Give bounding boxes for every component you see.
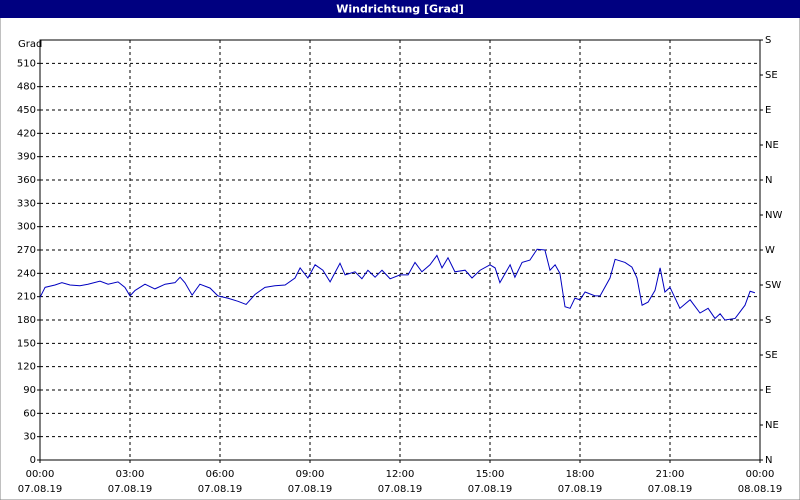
x-tick-date: 07.08.19 — [468, 484, 513, 495]
y-tick-label: 90 — [23, 385, 36, 396]
y-tick-label: 180 — [17, 315, 36, 326]
x-tick-date: 07.08.19 — [198, 484, 243, 495]
title-bar — [0, 0, 800, 18]
data-line — [39, 248, 756, 321]
x-tick-date: 08.08.19 — [738, 484, 783, 495]
y2-tick-label: E — [765, 385, 771, 396]
y2-tick-label: E — [765, 105, 771, 116]
y-axis-label: Grad — [18, 39, 42, 50]
y-tick-label: 210 — [17, 292, 36, 303]
y-tick-label: 420 — [17, 128, 36, 139]
y2-tick-label: W — [765, 245, 775, 256]
x-tick-label: 00:00 — [26, 469, 55, 480]
y2-tick-label: S — [765, 315, 771, 326]
y-tick-label: 0 — [30, 455, 36, 466]
x-tick-label: 00:00 — [746, 469, 775, 480]
y2-tick-label: SW — [765, 280, 781, 291]
x-tick-label: 03:00 — [116, 469, 145, 480]
y-tick-label: 390 — [17, 152, 36, 163]
x-tick-date: 07.08.19 — [558, 484, 603, 495]
y-tick-label: 120 — [17, 362, 36, 373]
y-tick-label: 300 — [17, 222, 36, 233]
y-tick-label: 360 — [17, 175, 36, 186]
y2-tick-label: N — [765, 175, 772, 186]
y2-tick-label: NE — [765, 140, 779, 151]
x-tick-label: 09:00 — [296, 469, 325, 480]
x-tick-date: 07.08.19 — [108, 484, 153, 495]
x-tick-label: 06:00 — [206, 469, 235, 480]
y-tick-label: 480 — [17, 82, 36, 93]
y-tick-label: 270 — [17, 245, 36, 256]
chart-title: Windrichtung [Grad] — [336, 3, 464, 16]
y2-tick-label: SE — [765, 70, 778, 81]
y2-tick-label: S — [765, 35, 771, 46]
y-tick-label: 150 — [17, 338, 36, 349]
x-tick-label: 12:00 — [386, 469, 415, 480]
y2-tick-label: SE — [765, 350, 778, 361]
y-tick-label: 330 — [17, 198, 36, 209]
y2-tick-label: NW — [765, 210, 782, 221]
x-tick-date: 07.08.19 — [288, 484, 333, 495]
x-tick-label: 15:00 — [476, 469, 505, 480]
x-tick-label: 18:00 — [566, 469, 595, 480]
x-tick-date: 07.08.19 — [648, 484, 693, 495]
y-tick-label: 60 — [23, 408, 36, 419]
y-tick-label: 510 — [17, 58, 36, 69]
y2-tick-label: NE — [765, 420, 779, 431]
y-tick-label: 450 — [17, 105, 36, 116]
x-tick-label: 21:00 — [656, 469, 685, 480]
x-tick-date: 07.08.19 — [18, 484, 63, 495]
y-tick-label: 30 — [23, 432, 36, 443]
y2-tick-label: N — [765, 455, 772, 466]
x-tick-date: 07.08.19 — [378, 484, 423, 495]
y-tick-label: 240 — [17, 268, 36, 279]
